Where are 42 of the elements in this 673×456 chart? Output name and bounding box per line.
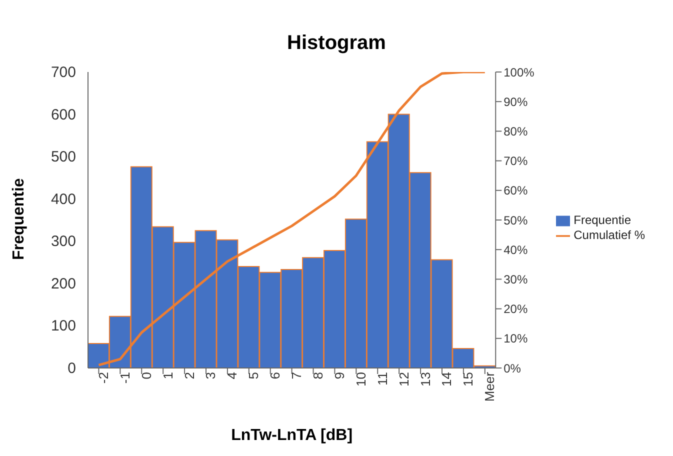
- x-tick-label: 10: [353, 372, 368, 386]
- legend-label: Cumulatief %: [574, 228, 645, 242]
- y-tick-label: 400: [50, 190, 76, 208]
- x-tick-label: 7: [289, 372, 304, 380]
- x-tick-label: 2: [182, 372, 197, 380]
- x-tick-label: 0: [138, 372, 154, 380]
- y-tick-label: 200: [50, 275, 76, 292]
- x-tick-label: 1: [160, 372, 176, 380]
- x-tick-label: 13: [418, 372, 433, 386]
- y-tick-label: 700: [50, 64, 76, 81]
- y2-tick-label: 60%: [504, 184, 528, 198]
- y2-tick-label: 20%: [504, 302, 528, 316]
- x-tick-label: 3: [203, 372, 218, 380]
- x-tick-label: 8: [310, 372, 326, 380]
- y-tick-label: 100: [50, 318, 76, 335]
- y-tick-label: 600: [50, 106, 76, 124]
- y2-tick-label: 70%: [504, 154, 528, 168]
- x-tick-label: 9: [332, 372, 347, 380]
- y2-tick-label: 0%: [504, 361, 522, 376]
- x-tick-label: -2: [96, 372, 111, 384]
- x-axis-title: LnTw-LnTA [dB]: [231, 427, 353, 444]
- x-tick-label: 14: [439, 372, 454, 386]
- x-tick-label: 12: [396, 372, 412, 386]
- y-tick-label: 300: [50, 233, 76, 250]
- y2-tick-label: 90%: [504, 94, 528, 109]
- y2-tick-label: 10%: [504, 332, 528, 346]
- y2-tick-label: 40%: [504, 242, 528, 257]
- x-tick-label: 15: [460, 372, 476, 386]
- y2-tick-label: 30%: [504, 272, 528, 286]
- x-tick-label: 11: [374, 372, 390, 386]
- y-axis-title: Frequentie: [10, 178, 28, 260]
- x-tick-label: Meer: [482, 371, 498, 402]
- x-tick-label: 6: [268, 372, 283, 380]
- x-tick-label: 5: [246, 372, 262, 380]
- chart-title: Histogram: [286, 32, 387, 55]
- x-tick-label: -1: [117, 372, 132, 384]
- y-tick-label: 500: [50, 148, 76, 166]
- y2-tick-label: 50%: [504, 213, 528, 228]
- y2-tick-label: 80%: [504, 124, 528, 138]
- legend-label: Frequentie: [574, 213, 631, 228]
- y2-tick-label: 100%: [504, 65, 535, 80]
- x-tick-label: 4: [224, 372, 240, 380]
